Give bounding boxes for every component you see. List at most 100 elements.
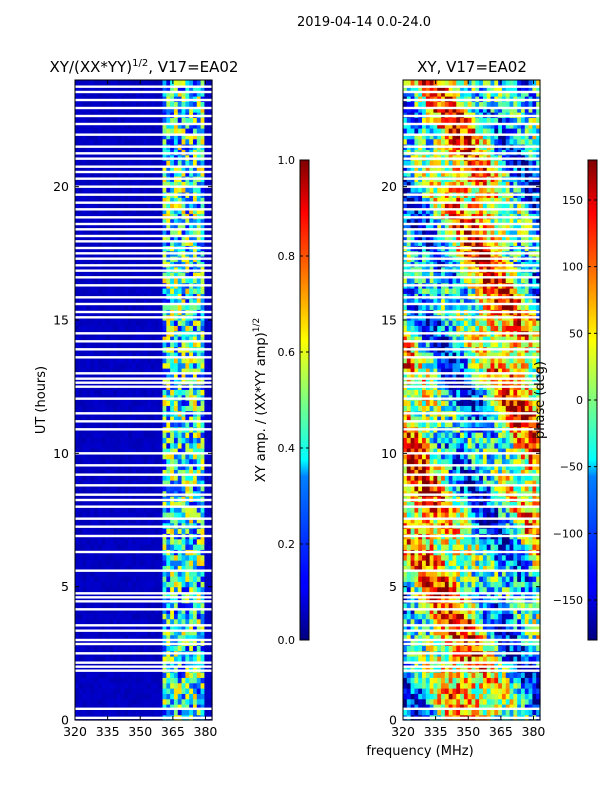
amplitude-heat-cell — [163, 683, 167, 689]
amplitude-heat-cell — [147, 688, 151, 694]
amplitude-heat-cell — [189, 528, 193, 534]
phase-heat-cell — [460, 693, 464, 699]
amplitude-heat-cell — [79, 389, 83, 395]
amplitude-cb-label-sup: 1/2 — [252, 318, 262, 332]
amplitude-heat-cell — [132, 459, 136, 465]
amplitude-heat-cell — [94, 709, 98, 715]
amplitude-heat-cell — [109, 405, 113, 411]
phase-heat-cell — [472, 677, 476, 683]
amplitude-heat-cell — [117, 560, 121, 566]
phase-heat-cell — [445, 683, 449, 689]
phase-heat-cell — [491, 645, 495, 651]
amplitude-heat-cell — [151, 405, 155, 411]
amplitude-heat-cell — [86, 699, 90, 705]
amplitude-heat-cell — [170, 363, 174, 369]
phase-heat-cell — [510, 645, 514, 651]
amplitude-heat-cell — [151, 544, 155, 550]
amplitude-heat-cell — [185, 459, 189, 465]
amplitude-heat-cell — [178, 139, 182, 145]
amplitude-heat-cell — [124, 363, 128, 369]
phase-heat-cell — [521, 656, 525, 662]
amplitude-heat-cell — [197, 389, 201, 395]
amplitude-heat-cell — [189, 544, 193, 550]
amplitude-heat-cell — [90, 645, 94, 651]
amplitude-heat-cell — [136, 325, 140, 331]
amplitude-heat-cell — [98, 528, 102, 534]
amplitude-heat-cell — [166, 603, 170, 609]
amplitude-heat-cell — [113, 405, 117, 411]
phase-heat-cell — [525, 656, 529, 662]
amplitude-heat-cell — [163, 677, 167, 683]
amplitude-heat-cell — [113, 688, 117, 694]
amplitude-heat-cell — [75, 619, 79, 625]
amplitude-heat-cell — [140, 560, 144, 566]
amplitude-heat-cell — [121, 555, 125, 561]
amplitude-heat-cell — [147, 363, 151, 369]
amplitude-heat-cell — [105, 363, 109, 369]
amplitude-heat-cell — [140, 325, 144, 331]
amplitude-heat-cell — [83, 405, 87, 411]
amplitude-heat-cell — [136, 389, 140, 395]
amplitude-heat-cell — [102, 443, 106, 449]
amplitude-heat-cell — [144, 320, 148, 326]
amplitude-heat-cell — [189, 555, 193, 561]
amplitude-heat-cell — [75, 555, 79, 561]
amplitude-heat-cell — [163, 645, 167, 651]
amplitude-heat-cell — [79, 603, 83, 609]
phase-heat-cell — [445, 693, 449, 699]
amplitude-heat-cell — [163, 117, 167, 123]
amplitude-heat-cell — [79, 443, 83, 449]
phase-heat-cell — [529, 677, 533, 683]
phase-heat-cell — [529, 709, 533, 715]
amplitude-heat-cell — [189, 688, 193, 694]
amplitude-heat-cell — [144, 117, 148, 123]
phase-heat-cell — [494, 709, 498, 715]
amplitude-heat-cell — [94, 683, 98, 689]
phase-heat-cell — [517, 677, 521, 683]
phase-heat-cell — [464, 645, 468, 651]
amplitude-heat-cell — [94, 677, 98, 683]
amplitude-heat-cell — [117, 139, 121, 145]
phase-heat-cell — [483, 672, 487, 678]
phase-heat-cell — [468, 693, 472, 699]
amplitude-heat-cell — [83, 389, 87, 395]
amplitude-heat-cell — [136, 603, 140, 609]
amplitude-heat-cell — [185, 432, 189, 438]
amplitude-heat-cell — [79, 672, 83, 678]
phase-heat-cell — [479, 672, 483, 678]
amplitude-heat-cell — [197, 539, 201, 545]
amplitude-heat-cell — [193, 560, 197, 566]
amplitude-heat-cell — [204, 709, 208, 715]
amplitude-heat-cell — [166, 544, 170, 550]
amplitude-heat-cell — [90, 544, 94, 550]
amplitude-heat-cell — [94, 512, 98, 518]
amplitude-heat-cell — [83, 699, 87, 705]
amplitude-heat-cell — [155, 512, 159, 518]
amplitude-heat-cell — [75, 325, 79, 331]
amplitude-heat-cell — [147, 683, 151, 689]
amplitude-heat-cell — [151, 117, 155, 123]
phase-heat-cell — [407, 656, 411, 662]
amplitude-heat-cell — [121, 576, 125, 582]
amplitude-flagged-row — [75, 377, 212, 379]
amplitude-heat-cell — [204, 320, 208, 326]
amplitude-heat-cell — [189, 539, 193, 545]
amplitude-heat-cell — [189, 320, 193, 326]
amplitude-heat-cell — [105, 432, 109, 438]
amplitude-heat-cell — [136, 560, 140, 566]
amplitude-heat-cell — [75, 80, 79, 86]
amplitude-heat-cell — [79, 528, 83, 534]
phase-heat-cell — [468, 672, 472, 678]
amplitude-heat-cell — [193, 677, 197, 683]
amplitude-heat-cell — [174, 699, 178, 705]
amplitude-heat-cell — [178, 544, 182, 550]
amplitude-heat-cell — [109, 677, 113, 683]
phase-heat-cell — [487, 672, 491, 678]
amplitude-heat-cell — [163, 619, 167, 625]
amplitude-heat-cell — [102, 539, 106, 545]
phase-heat-cell — [407, 688, 411, 694]
amplitude-heat-cell — [189, 459, 193, 465]
amplitude-heatmap — [75, 80, 213, 721]
amplitude-heat-cell — [189, 693, 193, 699]
amplitude-heat-cell — [79, 699, 83, 705]
